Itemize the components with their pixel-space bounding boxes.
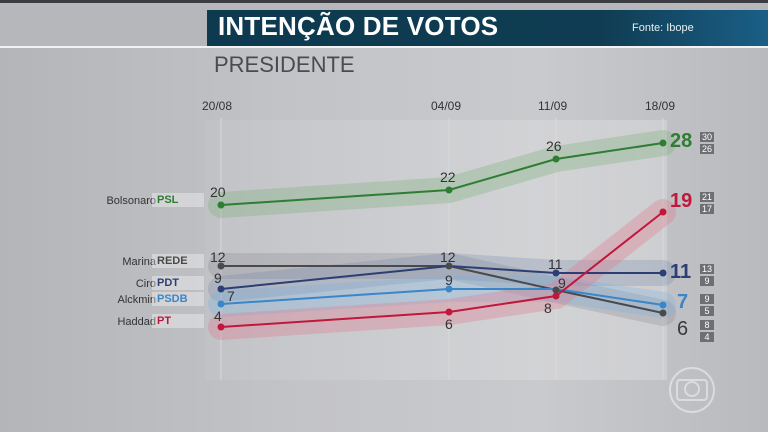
end-value-marina: 6 [677,318,689,340]
legend-party-pdt: PDT [152,276,204,290]
globo-logo-icon [669,367,715,413]
legend-party-psdb: PSDB [152,292,204,306]
legend-name-alckmin: Alckmin [117,294,156,306]
legend-party-pt: PT [152,314,204,328]
range-low-bolsonaro: 26 [700,144,714,154]
label-a0: 7 [227,288,235,304]
label-m2: 9 [558,275,566,291]
x-label-1809: 18/09 [645,99,676,113]
end-value-ciro: 11 [670,261,692,283]
range-high-bolsonaro: 30 [700,132,714,142]
label-m1: 12 [440,249,456,265]
legend-name-marina: Marina [122,256,156,268]
end-value-alckmin: 7 [677,291,689,313]
range-low-marina: 4 [700,332,714,342]
legend-party-psl: PSL [152,193,204,207]
top-strip [0,0,768,3]
label-c2: 11 [548,256,563,272]
legend-name-ciro: Ciro [135,278,156,290]
chart-title: INTENÇÃO DE VOTOS [218,11,499,41]
label-h2: 8 [544,300,552,316]
end-value-haddad: 19 [670,190,693,212]
series-alckmin [220,288,664,306]
label-c0: 9 [214,270,222,286]
series-marina [221,265,664,314]
label-b2: 26 [546,138,562,154]
x-label-0409: 04/09 [431,99,462,113]
label-a1: 9 [445,272,453,288]
series-ciro [220,264,663,290]
label-b0: 20 [210,184,226,200]
label-m0: 12 [210,249,226,265]
range-high-haddad: 21 [700,192,714,202]
plot-area [205,120,667,380]
range-low-alckmin: 5 [700,306,714,316]
x-label-1109: 11/09 [538,99,568,113]
legend-party-rede: REDE [152,254,204,268]
end-value-bolsonaro: 28 [670,130,693,152]
x-label-2008: 20/08 [202,99,233,113]
series-bolsonaro [220,142,664,206]
label-h1: 6 [445,316,453,332]
legend-name-bolsonaro: Bolsonaro [106,195,156,207]
label-b1: 22 [440,169,456,185]
divider [0,46,768,48]
series-haddad [220,211,664,328]
range-high-marina: 8 [700,320,714,330]
chart-subtitle: PRESIDENTE [214,52,355,77]
range-high-alckmin: 9 [700,294,714,304]
title-banner [207,10,768,46]
range-low-haddad: 17 [700,204,714,214]
label-h0: 4 [214,308,222,324]
legend-name-haddad: Haddad [117,316,156,328]
range-high-ciro: 13 [700,264,714,274]
range-low-ciro: 9 [700,276,714,286]
source-label: Fonte: Ibope [632,22,694,34]
